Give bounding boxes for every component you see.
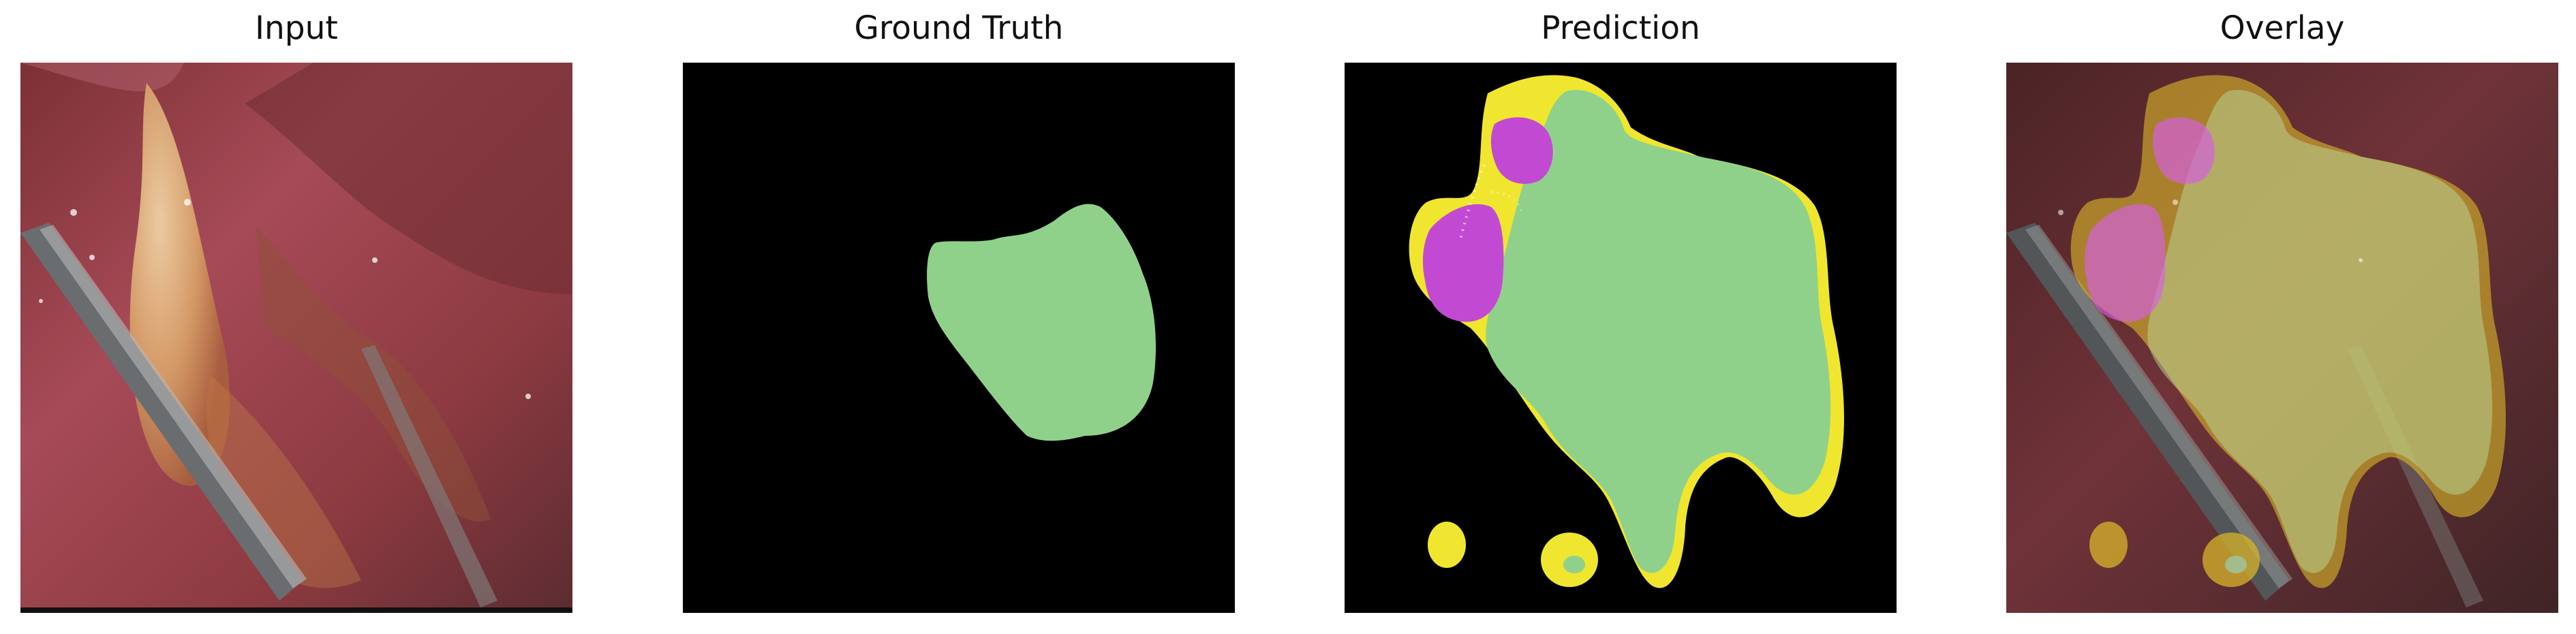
prediction-green-region [1486, 89, 1831, 573]
overlay-magenta-upper-region [2152, 117, 2215, 184]
prediction-mask [1345, 63, 1897, 613]
prediction-green-blob-center [1563, 556, 1585, 573]
ground-truth-mask-panel [683, 63, 1235, 613]
input-image [20, 63, 572, 613]
input-image-panel [20, 63, 572, 613]
ground-truth-mask [683, 63, 1235, 613]
overlay-image [2006, 63, 2558, 613]
prediction-mask-panel [1345, 63, 1897, 613]
panel-title-ground-truth: Ground Truth [854, 10, 1064, 47]
prediction-magenta-lower-region [1422, 204, 1504, 322]
panel-title-input: Input [255, 10, 338, 47]
overlay-green-region [2147, 89, 2493, 573]
ground-truth-green-region [927, 204, 1156, 441]
prediction-magenta-upper-region [1490, 117, 1553, 184]
prediction-yellow-blob-left [1428, 522, 1466, 568]
panel-title-overlay: Overlay [2220, 10, 2345, 47]
panel-title-prediction: Prediction [1541, 10, 1700, 47]
overlay-magenta-lower-region [2084, 204, 2166, 322]
overlay-panel [2006, 63, 2558, 613]
